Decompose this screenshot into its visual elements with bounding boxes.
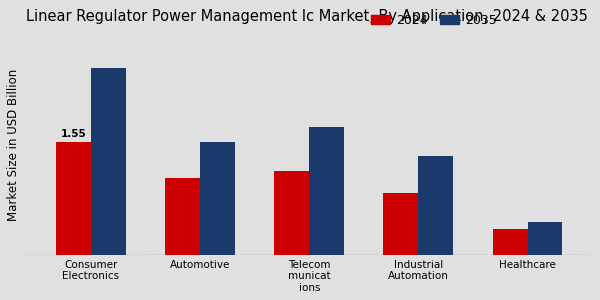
Y-axis label: Market Size in USD Billion: Market Size in USD Billion [7,69,20,221]
Bar [309,127,344,255]
Bar [274,171,309,255]
Text: Linear Regulator Power Management Ic Market, By Application, 2024 & 2035: Linear Regulator Power Management Ic Mar… [26,10,587,25]
Bar [383,193,418,255]
Bar [200,142,235,255]
Bar [56,142,91,255]
Bar [493,230,527,255]
Bar [527,222,562,255]
Bar [418,156,454,255]
Bar [91,68,126,255]
Legend: 2024, 2035: 2024, 2035 [366,9,502,32]
Bar [165,178,200,255]
Text: 1.55: 1.55 [61,129,86,139]
